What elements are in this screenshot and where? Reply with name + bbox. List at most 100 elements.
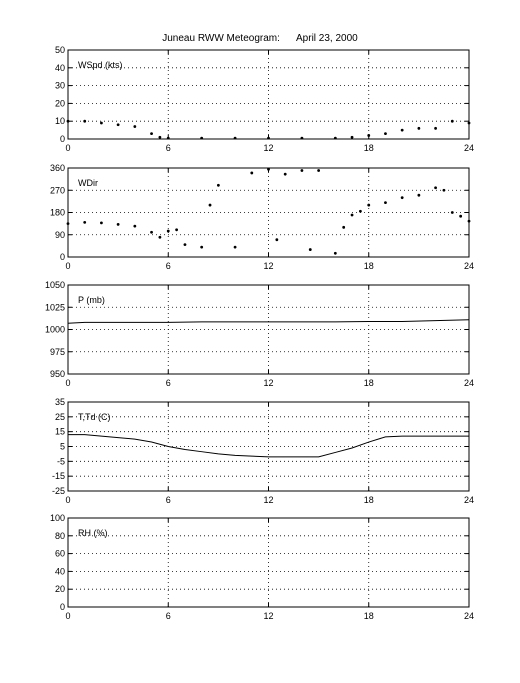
- data-point: [250, 171, 254, 175]
- data-point: [417, 193, 421, 197]
- series-line: [67, 319, 470, 324]
- y-tick-label: 180: [50, 208, 65, 218]
- y-tick-label: 270: [50, 185, 65, 195]
- x-tick-label: 12: [263, 495, 273, 505]
- data-point: [384, 132, 387, 136]
- y-tick-label: 35: [55, 397, 65, 407]
- data-point: [358, 209, 362, 213]
- data-point: [467, 219, 471, 223]
- y-tick-label: 5: [60, 442, 65, 452]
- data-point: [300, 169, 304, 172]
- data-point: [300, 136, 304, 140]
- data-point: [442, 188, 446, 192]
- y-tick-label: 20: [55, 98, 65, 108]
- x-tick-label: 6: [166, 378, 171, 388]
- data-point: [367, 134, 371, 137]
- y-tick-label: 1050: [45, 280, 65, 290]
- data-point: [467, 121, 471, 125]
- data-point: [450, 119, 454, 123]
- data-point: [133, 224, 137, 228]
- y-tick-label: 950: [50, 369, 65, 379]
- y-tick-label: 15: [55, 427, 65, 437]
- x-tick-label: 6: [166, 261, 171, 271]
- data-point: [333, 136, 337, 140]
- data-point: [350, 213, 354, 217]
- x-tick-label: 6: [166, 143, 171, 153]
- x-tick-label: 12: [263, 378, 273, 388]
- data-point: [450, 211, 454, 214]
- data-point: [200, 245, 204, 249]
- data-point: [66, 222, 70, 226]
- y-tick-label: 360: [50, 163, 65, 173]
- data-point: [158, 235, 162, 239]
- y-tick-label: -5: [57, 456, 65, 466]
- data-point: [400, 196, 404, 200]
- data-point: [434, 126, 437, 130]
- y-tick-label: 80: [55, 531, 65, 541]
- data-point: [66, 119, 70, 123]
- y-tick-label: 975: [50, 347, 65, 357]
- data-point: [342, 225, 346, 229]
- data-point: [459, 214, 463, 218]
- y-tick-label: -25: [52, 486, 65, 496]
- data-point: [267, 167, 270, 171]
- y-tick-label: 90: [55, 230, 65, 240]
- x-tick-label: 24: [464, 378, 474, 388]
- data-point: [350, 135, 354, 139]
- data-point: [384, 201, 387, 205]
- data-point: [216, 183, 220, 187]
- data-point: [308, 248, 312, 251]
- data-point: [116, 222, 120, 226]
- y-tick-label: 30: [55, 81, 65, 91]
- x-tick-label: 0: [65, 495, 70, 505]
- figure-date: April 23, 2000: [296, 33, 358, 44]
- x-tick-label: 18: [364, 261, 374, 271]
- data-point: [200, 136, 204, 140]
- x-tick-label: 12: [263, 261, 273, 271]
- x-tick-label: 12: [263, 611, 273, 621]
- panel-label: RH (%): [78, 528, 108, 538]
- y-tick-label: 10: [55, 116, 65, 126]
- panel-label: T,Td (C): [78, 412, 111, 422]
- x-tick-label: 18: [364, 378, 374, 388]
- data-point: [434, 186, 437, 190]
- data-point: [233, 245, 237, 249]
- x-tick-label: 0: [65, 378, 70, 388]
- y-tick-label: 50: [55, 45, 65, 55]
- data-point: [133, 125, 137, 128]
- x-tick-label: 0: [65, 261, 70, 271]
- data-point: [175, 228, 179, 232]
- y-tick-label: 40: [55, 566, 65, 576]
- y-tick-label: -15: [52, 471, 65, 481]
- x-tick-label: 24: [464, 495, 474, 505]
- y-tick-label: 0: [60, 252, 65, 262]
- x-tick-label: 12: [263, 143, 273, 153]
- data-point: [158, 135, 162, 139]
- data-point: [367, 203, 371, 207]
- y-tick-label: 40: [55, 63, 65, 73]
- data-point: [83, 119, 87, 123]
- panel-label: WDir: [78, 178, 98, 188]
- data-point: [183, 243, 187, 247]
- data-point: [150, 132, 153, 136]
- y-tick-label: 20: [55, 584, 65, 594]
- x-tick-label: 24: [464, 143, 474, 153]
- x-tick-label: 18: [364, 143, 374, 153]
- figure-title-text: Juneau RWW Meteogram:: [162, 33, 280, 44]
- data-point: [100, 221, 103, 225]
- x-tick-label: 6: [166, 611, 171, 621]
- series-line: [68, 434, 469, 458]
- panel-label: WSpd (kts): [78, 60, 123, 70]
- y-tick-label: 0: [60, 602, 65, 612]
- data-point: [417, 126, 421, 130]
- y-tick-label: 25: [55, 412, 65, 422]
- panel-label: P (mb): [78, 295, 105, 305]
- y-tick-label: 60: [55, 549, 65, 559]
- data-point: [233, 136, 237, 140]
- data-point: [150, 230, 153, 234]
- x-tick-label: 18: [364, 611, 374, 621]
- x-tick-label: 0: [65, 611, 70, 621]
- data-point: [267, 136, 270, 140]
- y-tick-label: 1000: [45, 325, 65, 335]
